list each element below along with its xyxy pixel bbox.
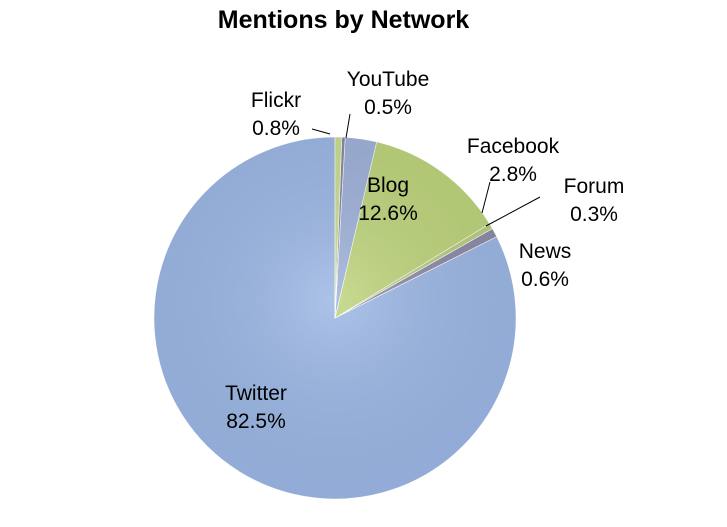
slice-name-twitter: Twitter (225, 382, 287, 405)
slice-name-youtube: YouTube (347, 68, 430, 91)
leader-line-facebook (481, 181, 491, 214)
slice-value-news: 0.6% (521, 268, 569, 291)
leader-line-flickr (311, 128, 331, 135)
leader-lines (311, 113, 541, 227)
slice-value-youtube: 0.5% (364, 96, 412, 119)
slice-name-blog: Blog (367, 174, 409, 197)
pie-slices (153, 136, 517, 500)
slice-value-forum: 0.3% (570, 203, 618, 226)
slice-value-blog: 12.6% (358, 202, 418, 225)
slice-name-forum: Forum (564, 175, 625, 198)
slice-name-flickr: Flickr (251, 89, 301, 112)
slice-value-flickr: 0.8% (252, 117, 300, 140)
slice-label-flickr: Flickr 0.8% (251, 89, 301, 140)
slice-name-news: News (519, 240, 572, 263)
slice-label-youtube: YouTube 0.5% (347, 68, 430, 119)
slice-label-forum: Forum 0.3% (564, 175, 625, 226)
chart-title: Mentions by Network (217, 6, 470, 34)
slice-name-facebook: Facebook (467, 135, 560, 158)
slice-value-twitter: 82.5% (226, 410, 286, 433)
leader-line-forum (485, 196, 541, 227)
slice-value-facebook: 2.8% (489, 163, 537, 186)
slice-label-news: News 0.6% (519, 240, 572, 291)
slice-label-blog: Blog 12.6% (358, 174, 418, 225)
leader-line-youtube (345, 113, 351, 139)
slice-labels: Twitter 82.5% Flickr 0.8% YouTube 0.5% Blog 12.… (225, 68, 624, 433)
slice-label-facebook: Facebook 2.8% (467, 135, 560, 186)
slice-label-twitter: Twitter 82.5% (225, 382, 287, 433)
